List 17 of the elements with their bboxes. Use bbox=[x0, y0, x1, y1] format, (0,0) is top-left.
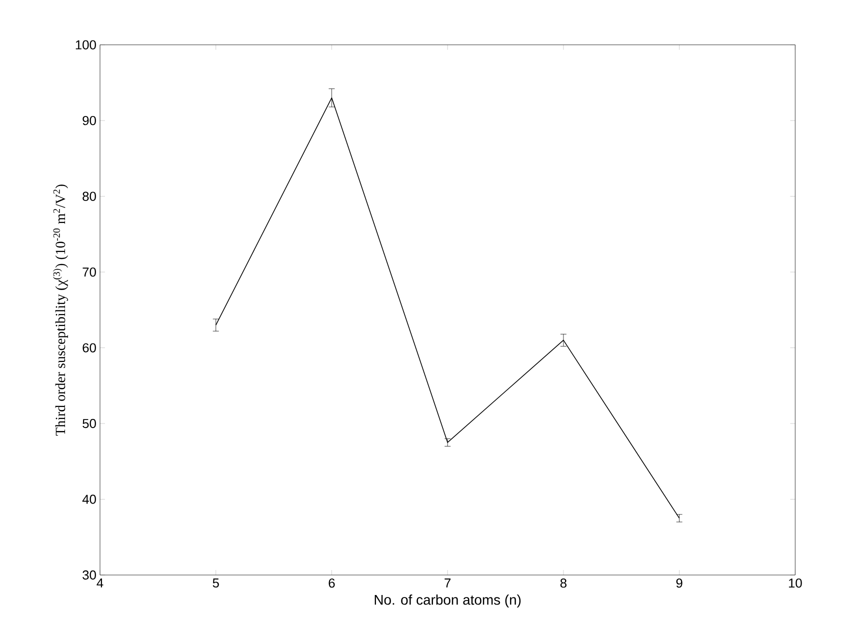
text: Third order susceptibility (χ$^{(3)}$) (10$^{-20}$ m$^{2}$/V$^{2}$) bbox=[53, 184, 68, 436]
x-tick-label: 6 bbox=[328, 578, 335, 588]
y-tick-label: 50 bbox=[82, 418, 96, 428]
y-tick-label: 100 bbox=[76, 40, 96, 50]
x-tick-label: 5 bbox=[212, 578, 219, 588]
y-tick-label: 90 bbox=[82, 116, 96, 126]
y-tick-label: 80 bbox=[82, 192, 96, 201]
x-tick-label: 7 bbox=[444, 578, 451, 588]
x-tick-label: 8 bbox=[560, 578, 566, 588]
y-tick-label: 70 bbox=[82, 267, 96, 277]
x-tick-label: 10 bbox=[788, 578, 802, 588]
y-tick-label: 40 bbox=[82, 494, 96, 504]
x-axis-title: No. of carbon atoms (n) bbox=[374, 594, 521, 608]
x-tick-label: 4 bbox=[96, 578, 104, 588]
y-tick-label: 30 bbox=[82, 570, 96, 580]
y-tick-label: 60 bbox=[82, 343, 96, 352]
x-tick-label: 9 bbox=[676, 578, 682, 588]
